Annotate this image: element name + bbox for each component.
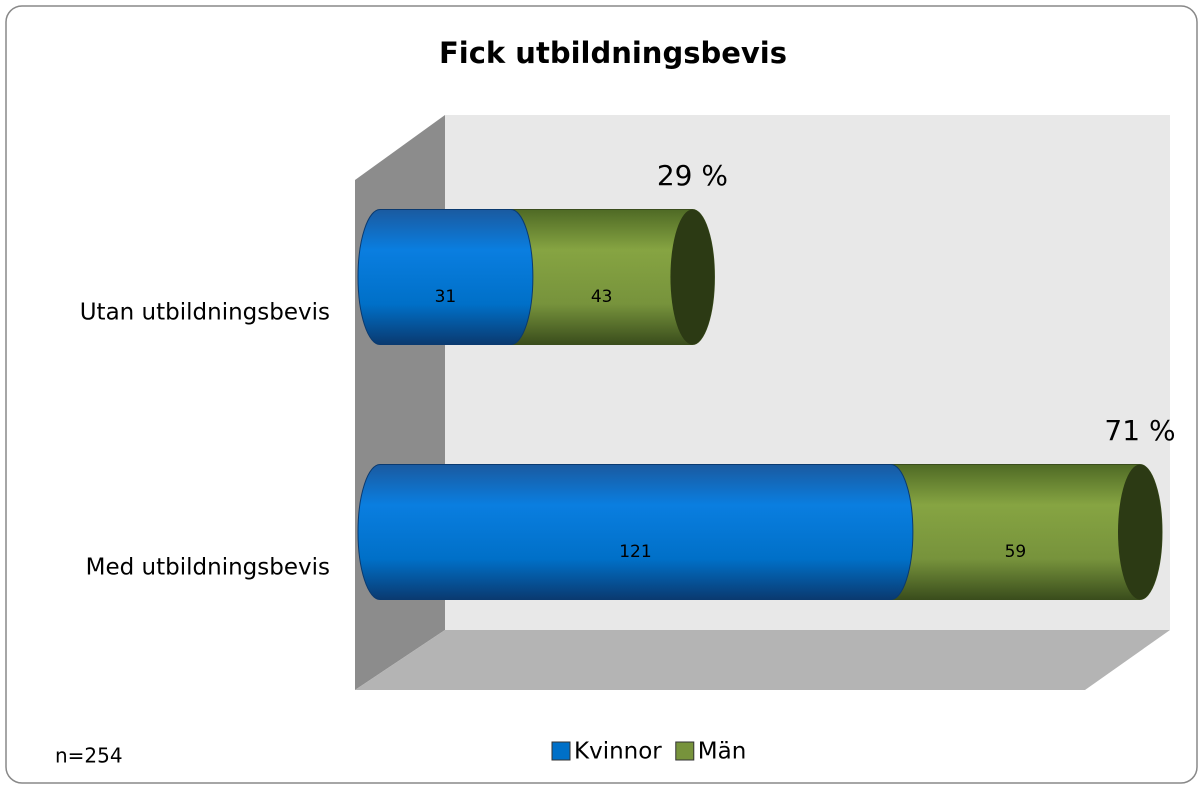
floor xyxy=(355,630,1170,690)
legend-label: Kvinnor xyxy=(574,739,662,765)
total-label: 29 % xyxy=(657,159,728,192)
value-label: 121 xyxy=(619,542,651,562)
legend-swatch xyxy=(675,741,695,761)
side-wall xyxy=(355,115,445,690)
bar-end-cap xyxy=(670,209,715,345)
legend-swatch xyxy=(551,741,571,761)
bar-segment xyxy=(357,464,914,600)
value-label: 59 xyxy=(1005,542,1027,562)
total-label: 71 % xyxy=(1104,414,1175,447)
note: n=254 xyxy=(55,744,123,768)
value-label: 31 xyxy=(435,287,457,307)
chart-title: Fick utbildningsbevis xyxy=(439,36,787,70)
category-label: Utan utbildningsbevis xyxy=(80,300,330,326)
legend-label: Män xyxy=(698,739,747,765)
category-label: Med utbildningsbevis xyxy=(86,555,330,581)
bar-segment xyxy=(357,209,534,345)
value-label: 43 xyxy=(591,287,613,307)
bar-end-cap xyxy=(1118,464,1162,600)
